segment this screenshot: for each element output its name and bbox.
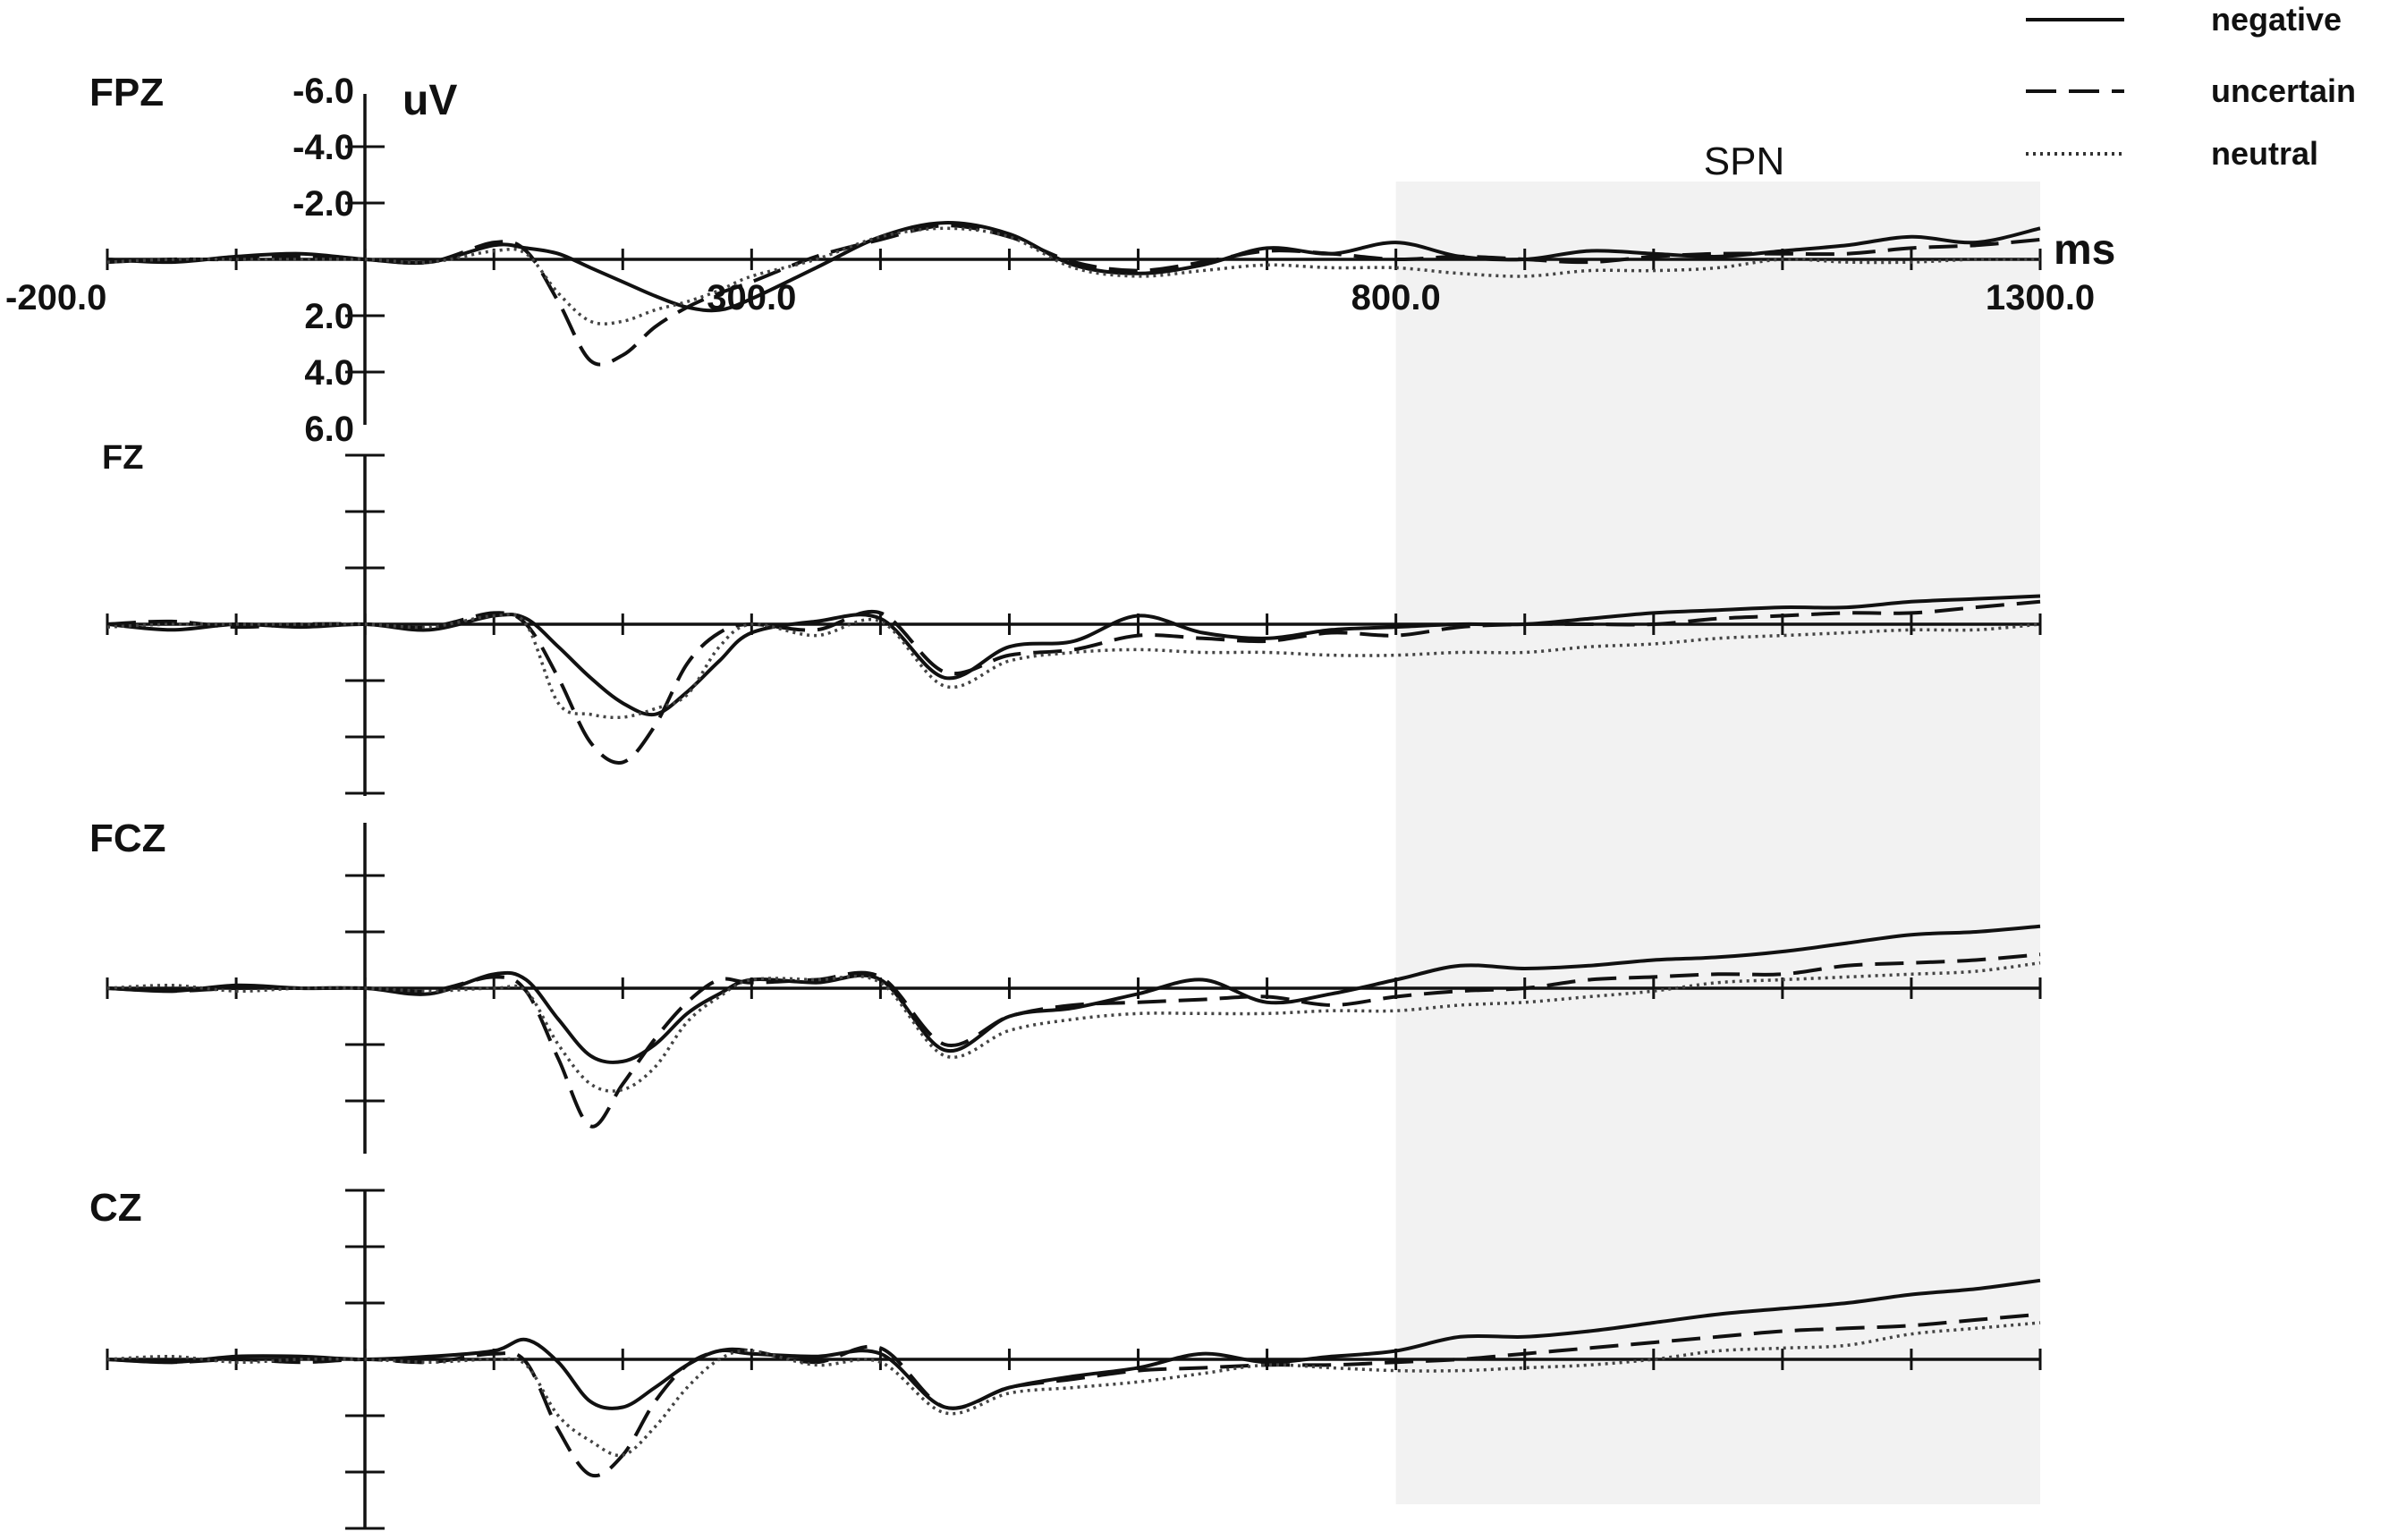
x-tick-label: -200.0 [5,278,106,317]
panel-cz: CZ [89,1186,2042,1530]
spn-shaded-region [1395,182,2040,1504]
legend: negative uncertain neutral [2026,1,2356,172]
series-neutral-cz [106,1321,2041,1458]
panel-fpz: FPZ -200.0 300.0 800.0 1300.0 -6.0 -4.0 -2.0 2.0… [5,71,2115,449]
series-neutral-fz [106,613,2041,720]
y-tick-label: -6.0 [292,72,354,111]
y-tick-label: 4.0 [304,353,354,393]
y-tick-label: 2.0 [304,297,354,336]
channel-label: FZ [102,439,143,477]
legend-label-uncertain: uncertain [2211,72,2356,109]
y-tick-label: 6.0 [304,410,354,449]
spn-region-label: SPN [1704,140,1784,183]
x-tick-label: 300.0 [707,278,796,317]
panel-fz: FZ [102,439,2042,796]
x-unit-label: ms [2054,226,2115,274]
y-tick-label: -2.0 [292,184,354,224]
y-unit-label: uV [402,77,457,124]
x-tick-label: 1300.0 [1986,278,2095,317]
panel-fcz: FCZ [89,817,2042,1154]
channel-label: CZ [89,1186,142,1230]
channel-label: FPZ [89,71,164,114]
series-neutral-fcz [106,960,2041,1093]
series-uncertain-fz [106,599,2041,765]
series-neutral-fpz [106,226,2041,326]
y-tick-label: -4.0 [292,128,354,167]
series-negative-fpz [106,221,2041,313]
series-negative-fcz [106,924,2041,1064]
legend-label-negative: negative [2211,1,2342,38]
series-uncertain-cz [106,1312,2041,1478]
channel-label: FCZ [89,817,166,860]
series-uncertain-fcz [106,952,2041,1129]
x-tick-label: 800.0 [1351,278,1441,317]
series-uncertain-fpz [106,224,2041,367]
legend-label-neutral: neutral [2211,135,2318,172]
erp-panels: FPZ -200.0 300.0 800.0 1300.0 -6.0 -4.0 -2.0 2.0… [5,71,2115,1530]
series-negative-fz [106,594,2041,717]
